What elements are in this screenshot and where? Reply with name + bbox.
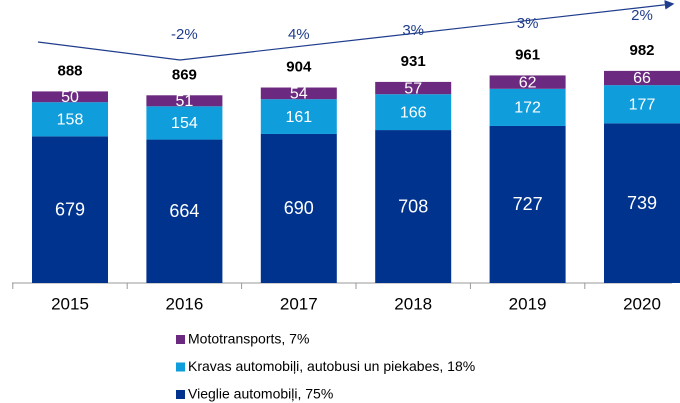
bar-segment	[489, 75, 566, 89]
value-label: 54	[290, 86, 308, 103]
x-tick-label: 2015	[51, 294, 89, 313]
growth-label: 3%	[402, 22, 424, 39]
x-tick-label: 2019	[509, 294, 547, 313]
bar-segment	[32, 91, 108, 103]
value-label: 708	[398, 196, 428, 216]
bar-segment	[32, 102, 108, 137]
value-label: 166	[400, 104, 427, 121]
x-tick-label: 2020	[623, 294, 661, 313]
growth-label: 3%	[517, 15, 539, 32]
value-label: 51	[176, 93, 194, 110]
value-label: 158	[57, 111, 84, 128]
bar-segment	[375, 81, 452, 95]
total-label: 904	[286, 58, 312, 75]
growth-label: 2%	[631, 7, 653, 24]
value-label: 172	[514, 100, 541, 117]
bar-segment	[32, 136, 108, 283]
value-label: 177	[629, 96, 656, 113]
value-label: 154	[171, 115, 198, 132]
legend-swatch	[176, 335, 185, 344]
legend-label: Kravas automobiļi, autobusi un piekabes,…	[188, 358, 475, 374]
legend-label: Mototransports, 7%	[188, 331, 309, 347]
total-label: 931	[401, 53, 426, 70]
trend-arrow	[37, 0, 675, 61]
bar-segment	[604, 70, 680, 86]
bar-segment	[489, 125, 566, 283]
bar-segment	[489, 88, 566, 126]
legend-swatch	[176, 390, 185, 399]
growth-label: 4%	[288, 26, 310, 43]
x-tick-label: 2016	[165, 294, 203, 313]
value-label: 66	[633, 70, 651, 87]
bar-segment	[375, 94, 452, 131]
total-label: 961	[515, 46, 540, 63]
bar-segment	[260, 99, 337, 134]
bar-segment	[146, 106, 223, 140]
value-label: 50	[61, 89, 79, 106]
total-label: 888	[57, 62, 82, 79]
x-tick-label: 2017	[280, 294, 318, 313]
value-label: 62	[519, 74, 537, 91]
bar-segment	[375, 130, 452, 283]
total-label: 982	[629, 42, 654, 59]
bar-segment	[146, 139, 223, 283]
value-label: 57	[404, 80, 422, 97]
bar-segment	[146, 95, 223, 107]
value-label: 664	[169, 201, 199, 221]
bar-segment	[604, 123, 680, 283]
x-tick-label: 2018	[394, 294, 432, 313]
legend-swatch	[176, 362, 185, 372]
value-label: 679	[55, 199, 85, 219]
value-label: 690	[284, 198, 314, 218]
value-label: 727	[513, 194, 543, 214]
growth-label: -2%	[171, 26, 198, 43]
value-label: 739	[627, 193, 657, 213]
legend-label: Vieglie automobiļi, 75%	[188, 386, 333, 402]
bar-segment	[260, 133, 337, 283]
total-label: 869	[172, 66, 197, 83]
value-label: 161	[285, 109, 312, 126]
bar-segment	[260, 87, 337, 100]
bar-segment	[604, 85, 680, 124]
